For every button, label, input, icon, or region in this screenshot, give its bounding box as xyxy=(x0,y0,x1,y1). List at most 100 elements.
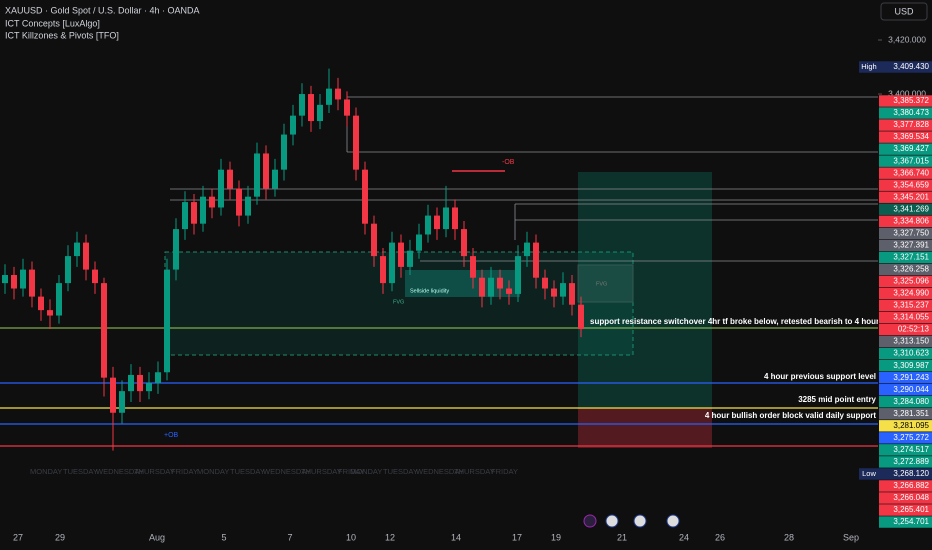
price-tag xyxy=(879,179,932,191)
price-label: 3,272.889 xyxy=(893,457,929,466)
candle-body xyxy=(398,242,404,267)
candle-body xyxy=(155,372,161,384)
price-tag xyxy=(879,444,932,456)
date-label: 7 xyxy=(287,532,292,542)
event-icon[interactable] xyxy=(583,514,597,528)
weekday-label: TUESDAY xyxy=(230,467,265,476)
weekday-label: TUESDAY xyxy=(383,467,418,476)
price-label: 3,274.517 xyxy=(893,445,929,454)
indicator: ICT Killzones & Pivots [TFO] xyxy=(5,30,119,40)
price-tag xyxy=(879,396,932,408)
price-tag xyxy=(879,492,932,504)
price-label: 3,369.534 xyxy=(893,132,929,141)
candle-body xyxy=(362,169,368,224)
candle-body xyxy=(236,188,242,216)
candle-body xyxy=(110,377,116,413)
price-tag xyxy=(879,191,932,203)
candle-body xyxy=(461,229,467,257)
candle-body xyxy=(38,296,44,311)
price-tag xyxy=(879,203,932,215)
weekday-label: WEDNESDAY xyxy=(416,467,464,476)
weekday-label: FRIDAY xyxy=(338,467,365,476)
price-tag xyxy=(879,468,932,480)
candle-body xyxy=(569,283,575,305)
price-tag-label: High xyxy=(861,62,876,71)
candle-body xyxy=(74,242,80,257)
candle-body xyxy=(434,215,440,230)
date-label: 27 xyxy=(13,532,23,542)
price-tag xyxy=(879,287,932,300)
price-tag xyxy=(879,61,932,73)
ob-zone xyxy=(164,251,634,356)
candle-body xyxy=(137,374,143,392)
price-tag xyxy=(879,432,932,444)
candle-body xyxy=(128,374,134,392)
candle-body xyxy=(452,207,458,230)
price-tag xyxy=(879,335,932,348)
candle-body xyxy=(191,202,197,224)
price-tag-label: Low xyxy=(862,469,876,478)
price-tag xyxy=(879,251,932,264)
weekday-label: FRIDAY xyxy=(171,467,198,476)
price-axis: 3,420.000 3,400.000 3,409.430 High 3,385.372… xyxy=(859,22,932,530)
candle-body xyxy=(182,202,188,230)
event-icon[interactable] xyxy=(605,514,619,528)
price-tag xyxy=(879,504,932,516)
price-label: 3,324.990 xyxy=(893,289,929,298)
price-tag xyxy=(879,311,932,324)
candle-body xyxy=(83,242,89,270)
zone-label: FVG xyxy=(596,281,607,287)
candle-body xyxy=(200,196,206,224)
price-label: 3,290.044 xyxy=(893,385,929,394)
currency-button[interactable] xyxy=(880,2,928,21)
price-label: 3,380.473 xyxy=(893,108,929,117)
price-tag xyxy=(879,263,932,276)
candle-body xyxy=(335,88,341,100)
date-label: 24 xyxy=(679,532,689,542)
price-label: 3,268.120 xyxy=(893,469,929,478)
price-label: 3,326.258 xyxy=(893,265,929,274)
candle-body xyxy=(245,196,251,216)
indicator: ICT Concepts [LuxAlgo] xyxy=(5,18,100,28)
price-tag xyxy=(879,215,932,227)
price-label: 3,354.659 xyxy=(893,180,929,189)
date-label: 17 xyxy=(512,532,522,542)
candle-body xyxy=(20,269,26,289)
candle-body xyxy=(299,94,305,116)
candle-body xyxy=(317,104,323,122)
candle-body xyxy=(227,169,233,189)
candle-body xyxy=(146,383,152,392)
ob-label: -OB xyxy=(502,159,515,166)
zone-label: Sellside liquidity xyxy=(410,288,449,294)
price-label: 3,266.048 xyxy=(893,493,929,502)
price-tag xyxy=(879,359,932,372)
event-icon[interactable] xyxy=(633,514,647,528)
price-tag-name xyxy=(859,468,879,480)
price-tag xyxy=(879,299,932,312)
price-label: 3,284.080 xyxy=(893,397,929,406)
date-label: 29 xyxy=(55,532,65,542)
price-label: 3,254.701 xyxy=(893,517,929,526)
weekday-label: MONDAY xyxy=(30,467,62,476)
candle-body xyxy=(65,256,71,284)
candle-body xyxy=(119,391,125,413)
price-tag xyxy=(879,371,932,384)
currency[interactable]: USD xyxy=(894,6,914,16)
candle-body xyxy=(416,234,422,251)
event-icon[interactable] xyxy=(666,514,680,528)
price-label: 3,281.095 xyxy=(893,421,929,430)
price-tag xyxy=(879,143,932,155)
ob-label: +OB xyxy=(164,432,179,439)
weekday-label: THURSDAY xyxy=(454,467,495,476)
candle-body xyxy=(254,153,260,197)
price-label: 3,315.237 xyxy=(893,301,929,310)
candle-body xyxy=(497,277,503,289)
date-label: 5 xyxy=(221,532,226,542)
price-tag xyxy=(879,131,932,143)
price-label: 3,341.269 xyxy=(893,204,929,213)
weekday-label: WEDNESDAY xyxy=(263,467,311,476)
candle-body xyxy=(263,153,269,189)
candle-body xyxy=(326,88,332,105)
price-tag-name xyxy=(859,61,879,73)
